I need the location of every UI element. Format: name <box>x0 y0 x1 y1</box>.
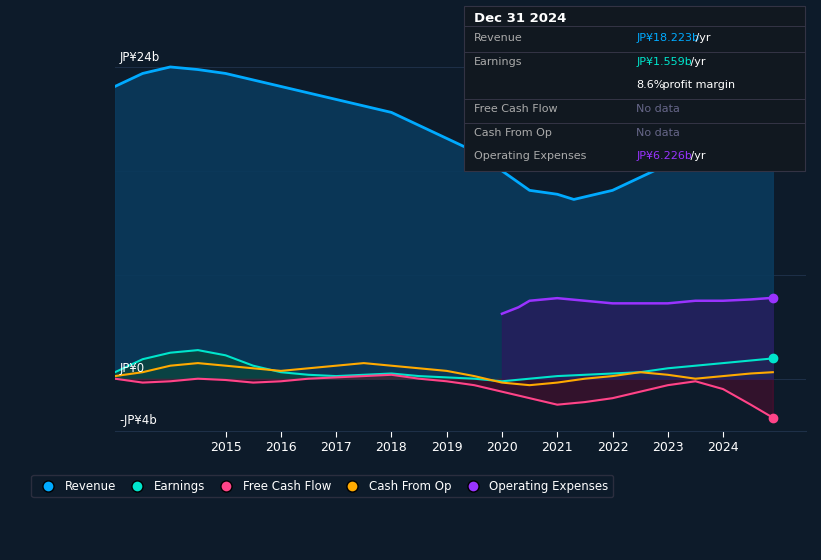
Text: Free Cash Flow: Free Cash Flow <box>474 104 557 114</box>
Text: /yr: /yr <box>686 57 705 67</box>
Text: Cash From Op: Cash From Op <box>474 128 552 138</box>
Text: JP¥18.223b: JP¥18.223b <box>636 33 699 43</box>
Text: No data: No data <box>636 104 680 114</box>
Text: Dec 31 2024: Dec 31 2024 <box>474 12 566 25</box>
Text: Earnings: Earnings <box>474 57 522 67</box>
Text: Operating Expenses: Operating Expenses <box>474 151 586 161</box>
Text: JP¥6.226b: JP¥6.226b <box>636 151 692 161</box>
Text: JP¥24b: JP¥24b <box>119 51 159 64</box>
Legend: Revenue, Earnings, Free Cash Flow, Cash From Op, Operating Expenses: Revenue, Earnings, Free Cash Flow, Cash … <box>31 475 613 497</box>
Text: Revenue: Revenue <box>474 33 522 43</box>
Text: /yr: /yr <box>686 151 705 161</box>
Text: No data: No data <box>636 128 680 138</box>
Text: 8.6%: 8.6% <box>636 80 665 90</box>
Text: /yr: /yr <box>692 33 711 43</box>
Text: JP¥0: JP¥0 <box>119 362 144 375</box>
Text: profit margin: profit margin <box>658 80 735 90</box>
Text: -JP¥4b: -JP¥4b <box>119 414 157 427</box>
Text: JP¥1.559b: JP¥1.559b <box>636 57 692 67</box>
